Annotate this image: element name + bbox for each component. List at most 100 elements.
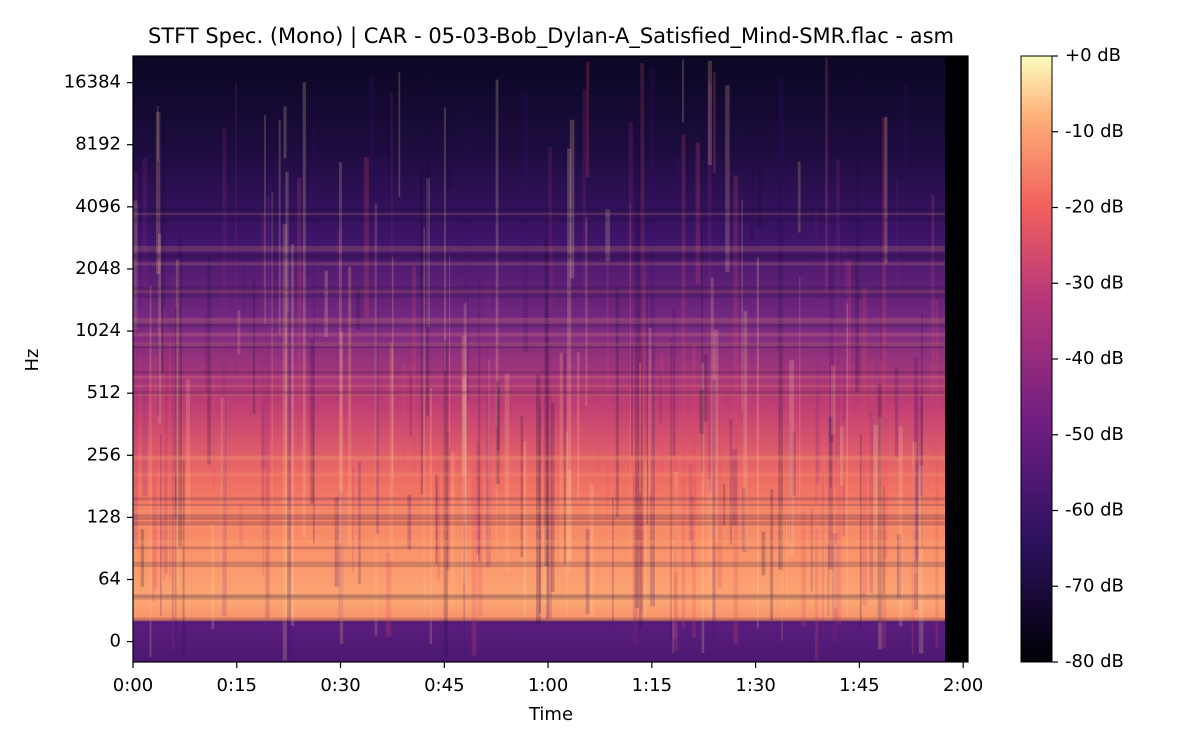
spectrogram-texture	[896, 534, 902, 599]
spectrogram-texture	[338, 162, 342, 544]
spectrogram-texture	[383, 153, 387, 198]
spectrogram-texture	[881, 117, 887, 417]
spectrogram-texture	[174, 307, 177, 517]
spectrogram-texture	[742, 487, 746, 552]
spectrogram-texture	[302, 82, 306, 538]
spectrogram-texture	[790, 422, 792, 543]
colorbar-tick-label: -60 dB	[1065, 500, 1124, 521]
spectrogram-texture	[859, 300, 861, 342]
colorbar-tick-label: -50 dB	[1065, 424, 1124, 445]
spectrogram-texture	[267, 197, 271, 393]
spectrogram-texture	[550, 402, 555, 592]
spectrogram-band	[133, 514, 945, 521]
spectrogram-texture	[585, 217, 588, 407]
spectrogram-texture	[520, 416, 523, 557]
spectrogram-texture	[338, 491, 344, 620]
spectrogram-texture	[550, 249, 554, 348]
spectrogram-texture	[155, 111, 161, 275]
spectrogram-band	[133, 472, 945, 477]
spectrogram-texture	[171, 278, 175, 652]
spectrogram-image	[133, 56, 968, 662]
spectrogram-band	[133, 217, 945, 223]
spectrogram-texture	[463, 94, 465, 660]
spectrogram-texture	[461, 335, 467, 477]
spectrogram-texture	[374, 203, 378, 636]
spectrogram-texture	[140, 528, 145, 587]
y-tick-label: 8192	[75, 134, 121, 155]
spectrogram-texture	[352, 466, 354, 572]
colorbar-tick-label: -80 dB	[1065, 651, 1124, 672]
spectrogram-texture	[435, 474, 438, 564]
spectrogram-texture	[816, 360, 820, 484]
spectrogram-texture	[701, 114, 703, 473]
spectrogram-texture	[670, 338, 672, 642]
y-tick-label: 16384	[64, 72, 121, 93]
spectrogram-band	[133, 212, 945, 215]
spectrogram-texture	[859, 434, 862, 629]
spectrogram-texture	[178, 237, 183, 547]
chart-title: STFT Spec. (Mono) | CAR - 05-03-Bob_Dyla…	[148, 24, 954, 49]
spectrogram-texture	[476, 443, 480, 555]
spectrogram-band	[133, 561, 945, 568]
spectrogram-texture	[707, 82, 712, 492]
spectrogram-texture	[733, 175, 739, 645]
spectrogram-texture	[495, 79, 499, 428]
spectrogram-texture	[894, 367, 899, 458]
spectrogram-texture	[569, 119, 575, 279]
spectrogram-texture	[449, 254, 451, 448]
spectrogram-texture	[157, 335, 161, 417]
spectrogram-texture	[829, 214, 834, 442]
spectrogram-texture	[375, 157, 379, 534]
spectrogram-texture	[186, 379, 191, 524]
colorbar-tick-label: -10 dB	[1065, 121, 1124, 142]
spectrogram-texture	[412, 266, 417, 472]
spectrogram-texture	[278, 119, 281, 335]
spectrogram-texture	[559, 352, 563, 566]
spectrogram-band	[133, 293, 945, 299]
colorbar-tick-label: -20 dB	[1065, 197, 1124, 218]
spectrogram-texture	[142, 158, 148, 497]
spectrogram-texture	[488, 359, 490, 552]
spectrogram-band	[133, 384, 945, 388]
spectrogram-texture	[471, 466, 477, 656]
spectrogram-texture	[504, 373, 510, 572]
silence-region	[945, 56, 968, 662]
spectrogram-texture	[717, 390, 723, 589]
spectrogram-texture	[673, 420, 677, 639]
spectrogram-texture	[261, 406, 265, 508]
spectrogram-texture	[636, 462, 640, 541]
x-axis-label: Time	[528, 704, 573, 725]
spectrogram-texture	[356, 288, 361, 330]
spectrogram-texture	[285, 171, 289, 617]
spectrogram-band	[133, 595, 945, 600]
spectrogram-texture	[160, 89, 165, 374]
spectrogram-texture	[918, 465, 924, 654]
spectrogram-texture	[842, 399, 845, 536]
x-tick-label: 1:15	[632, 675, 672, 696]
spectrogram-texture	[392, 256, 394, 479]
spectrogram-texture	[462, 377, 467, 584]
spectrogram-texture	[390, 92, 393, 329]
spectrogram-texture	[363, 157, 369, 318]
spectrogram-texture	[843, 250, 847, 420]
spectrogram-band	[133, 455, 945, 461]
spectrogram-texture	[544, 237, 549, 567]
spectrogram-texture	[855, 56, 860, 392]
spectrogram-texture	[873, 424, 879, 531]
spectrogram-texture	[644, 265, 646, 382]
spectrogram-texture	[368, 74, 374, 172]
spectrogram-texture	[640, 63, 645, 565]
spectrogram-band	[133, 503, 945, 507]
spectrogram-texture	[781, 513, 783, 641]
spectrogram-texture	[699, 389, 704, 435]
spectrogram-band	[133, 595, 945, 601]
spectrogram-texture	[921, 313, 923, 548]
spectrogram-texture	[786, 515, 788, 609]
x-tick-label: 2:00	[943, 675, 983, 696]
spectrogram-band	[133, 371, 945, 374]
spectrogram-band	[133, 332, 945, 337]
spectrogram-texture	[815, 527, 819, 660]
spectrogram-texture	[237, 309, 241, 355]
x-tick-label: 0:45	[424, 675, 464, 696]
spectrogram-texture	[911, 467, 914, 655]
